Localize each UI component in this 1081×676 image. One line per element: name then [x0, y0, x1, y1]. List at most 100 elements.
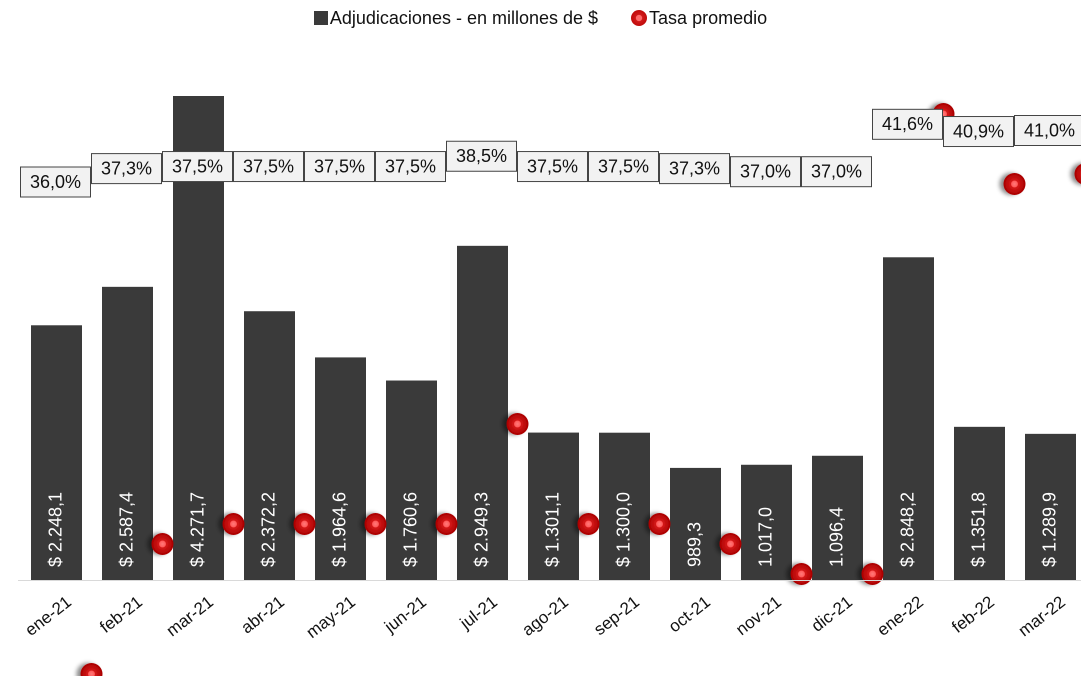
- rate-label-text: 37,5%: [598, 156, 649, 176]
- rate-marker: [364, 513, 387, 535]
- rate-marker: [293, 513, 316, 535]
- rate-label: 37,0%: [730, 156, 801, 188]
- bar-value-label: $ 1.300,0: [613, 492, 633, 567]
- bar-jul-21: [457, 245, 508, 580]
- bar-value-label: $ 4.271,7: [187, 492, 207, 567]
- rate-label-text: 37,0%: [740, 161, 791, 181]
- rate-label-box: [801, 156, 872, 188]
- x-tick-label: ago-21: [519, 592, 572, 640]
- rate-marker: [506, 413, 529, 435]
- rate-label-box: [730, 156, 801, 188]
- rate-label: 40,9%: [943, 116, 1014, 148]
- x-tick-label: ene-22: [874, 592, 927, 640]
- rate-marker: [222, 513, 245, 535]
- rate-label-box: [91, 153, 162, 185]
- rate-label-box: [375, 151, 446, 183]
- rate-marker: [1003, 173, 1026, 195]
- bar-value-label: 1.096,4: [826, 507, 846, 567]
- rate-marker: [861, 563, 884, 585]
- rate-marker: [151, 533, 174, 555]
- rate-marker: [719, 533, 742, 555]
- bar-swatch-icon: [313, 11, 328, 25]
- rate-marker: [577, 513, 600, 535]
- legend-item-rate: Tasa promedio: [631, 8, 767, 29]
- x-tick-label: mar-21: [163, 592, 217, 640]
- dot-swatch-icon: [631, 10, 648, 26]
- bar-oct-21: [670, 467, 721, 580]
- bar-value-label: 1.017,0: [755, 507, 775, 567]
- x-tick-label: oct-21: [665, 592, 714, 636]
- bar-mar-22: [1025, 433, 1076, 580]
- rate-label-text: 38,5%: [456, 146, 507, 166]
- bar-sep-21: [599, 432, 650, 580]
- rate-label-box: [1014, 115, 1081, 146]
- rate-marker: [1074, 163, 1081, 185]
- rate-label-text: 37,5%: [527, 156, 578, 176]
- x-tick-label: nov-21: [732, 592, 785, 639]
- rate-label-box: [446, 140, 517, 172]
- rate-label-box: [233, 151, 304, 183]
- bar-nov-21: [741, 464, 792, 580]
- bar-value-label: $ 1.301,1: [542, 492, 562, 567]
- x-tick-label: abr-21: [238, 592, 288, 637]
- x-tick-label: sep-21: [590, 592, 643, 639]
- bar-feb-21: [102, 286, 153, 580]
- rate-label: 36,0%: [20, 166, 91, 198]
- rate-label: 37,3%: [659, 153, 730, 185]
- bar-value-label: 989,3: [684, 522, 704, 567]
- rate-label-box: [304, 151, 375, 183]
- bar-value-label: $ 2.587,4: [116, 492, 136, 567]
- rate-label: 37,5%: [162, 151, 233, 183]
- bar-ene-21: [31, 325, 82, 580]
- rate-marker: [435, 513, 458, 535]
- rate-label-text: 40,9%: [953, 121, 1004, 141]
- rate-label: 37,5%: [375, 151, 446, 183]
- rate-label: 37,5%: [588, 151, 659, 183]
- bar-value-label: $ 2.372,2: [258, 492, 278, 567]
- bar-value-label: $ 1.964,6: [329, 492, 349, 567]
- x-tick-label: jun-21: [380, 592, 430, 637]
- rate-label: 37,5%: [517, 151, 588, 183]
- bar-ene-22: [883, 257, 934, 580]
- x-tick-label: mar-22: [1015, 592, 1069, 640]
- rate-label-box: [162, 151, 233, 183]
- rate-marker: [648, 513, 671, 535]
- bar-feb-22: [954, 426, 1005, 580]
- rate-label-text: 37,3%: [101, 158, 152, 178]
- rate-label-box: [659, 153, 730, 185]
- bar-value-label: $ 1.351,8: [968, 492, 988, 567]
- rate-marker: [80, 663, 103, 676]
- bar-value-label: $ 1.760,6: [400, 492, 420, 567]
- x-tick-label: feb-21: [96, 592, 146, 637]
- rate-label: 37,5%: [304, 151, 375, 183]
- rate-label: 41,6%: [872, 108, 943, 140]
- x-tick-label: dic-21: [808, 592, 856, 635]
- rate-label-text: 36,0%: [30, 172, 81, 192]
- rate-label-text: 37,5%: [314, 156, 365, 176]
- bar-ago-21: [528, 432, 579, 580]
- x-tick-label: jul-21: [456, 592, 501, 633]
- rate-label-box: [872, 108, 943, 140]
- bar-value-label: $ 2.949,3: [471, 492, 491, 567]
- bar-value-label: $ 1.289,9: [1039, 492, 1059, 567]
- bar-dic-21: [812, 455, 863, 580]
- rate-label-text: 37,0%: [811, 161, 862, 181]
- rate-label: 37,0%: [801, 156, 872, 188]
- rate-label-text: 41,0%: [1024, 120, 1075, 140]
- x-tick-label: ene-21: [22, 592, 75, 640]
- bar-may-21: [315, 357, 366, 580]
- rate-label-box: [943, 116, 1014, 148]
- rate-label-text: 37,5%: [172, 156, 223, 176]
- rate-label-text: 41,6%: [882, 114, 933, 134]
- rate-label-box: [20, 166, 91, 198]
- rate-label-box: [517, 151, 588, 183]
- bar-abr-21: [244, 311, 295, 580]
- rate-label-text: 37,5%: [243, 156, 294, 176]
- rate-label-text: 37,5%: [385, 156, 436, 176]
- rate-label: 41,0%: [1014, 115, 1081, 146]
- rate-marker: [790, 563, 813, 585]
- legend: Adjudicaciones - en millones de $ Tasa p…: [0, 8, 1081, 29]
- x-tick-label: feb-22: [948, 592, 998, 637]
- bar-value-label: $ 2.248,1: [45, 492, 65, 567]
